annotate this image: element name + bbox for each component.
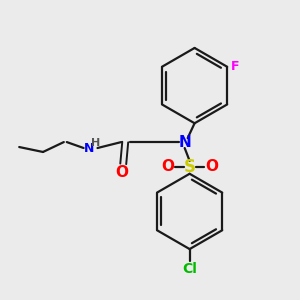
Text: H: H [91,138,100,148]
Text: F: F [231,60,240,73]
Text: N: N [178,135,191,150]
Text: N: N [83,142,94,154]
Text: O: O [205,159,218,174]
Text: O: O [161,159,174,174]
Text: S: S [184,158,196,176]
Text: O: O [115,165,128,180]
Text: Cl: Cl [182,262,197,276]
